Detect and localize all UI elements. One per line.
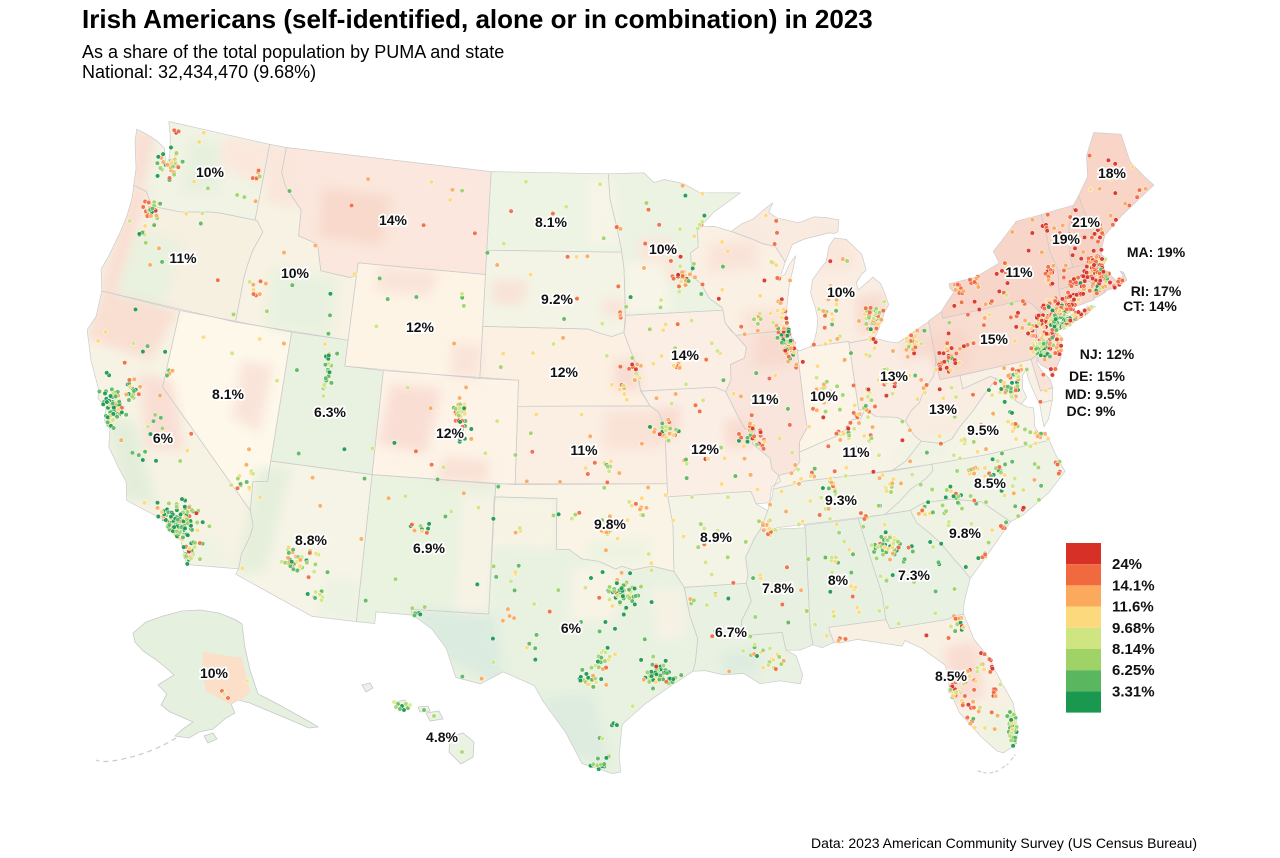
svg-text:12%: 12% [406, 319, 435, 335]
svg-text:4.8%: 4.8% [426, 729, 458, 745]
svg-text:11%: 11% [570, 442, 598, 458]
svg-text:MA: 19%: MA: 19% [1127, 244, 1186, 260]
svg-text:6.25%: 6.25% [1112, 662, 1155, 679]
svg-text:13%: 13% [929, 401, 958, 417]
svg-text:11%: 11% [751, 391, 779, 407]
svg-text:14.1%: 14.1% [1112, 577, 1155, 594]
svg-text:6.3%: 6.3% [314, 404, 346, 420]
svg-text:12%: 12% [436, 425, 465, 441]
svg-text:15%: 15% [980, 331, 1009, 347]
svg-text:9.8%: 9.8% [594, 516, 626, 532]
svg-text:10%: 10% [196, 164, 225, 180]
svg-text:Irish Americans (self-identifi: Irish Americans (self-identified, alone … [82, 4, 873, 34]
svg-text:6.7%: 6.7% [715, 624, 747, 640]
svg-text:14%: 14% [671, 347, 700, 363]
svg-text:8.9%: 8.9% [700, 529, 732, 545]
svg-text:10%: 10% [281, 265, 310, 281]
svg-text:10%: 10% [200, 665, 229, 681]
svg-text:12%: 12% [691, 441, 720, 457]
svg-text:11%: 11% [1005, 264, 1033, 280]
svg-text:DC: 9%: DC: 9% [1066, 403, 1116, 419]
svg-text:7.3%: 7.3% [898, 567, 930, 583]
svg-text:8.1%: 8.1% [535, 214, 567, 230]
svg-text:8.5%: 8.5% [974, 475, 1006, 491]
svg-text:8.5%: 8.5% [935, 668, 967, 684]
svg-text:13%: 13% [880, 368, 909, 384]
svg-text:11.6%: 11.6% [1112, 599, 1154, 616]
svg-text:21%: 21% [1072, 214, 1101, 230]
svg-text:10%: 10% [810, 388, 839, 404]
svg-text:6.9%: 6.9% [413, 540, 445, 556]
svg-text:8%: 8% [828, 572, 849, 588]
svg-text:9.68%: 9.68% [1112, 620, 1155, 637]
svg-text:19%: 19% [1052, 231, 1081, 247]
svg-text:CT: 14%: CT: 14% [1123, 298, 1177, 314]
svg-text:12%: 12% [550, 364, 579, 380]
svg-text:MD: 9.5%: MD: 9.5% [1065, 386, 1128, 402]
svg-text:NJ: 12%: NJ: 12% [1080, 346, 1135, 362]
svg-text:9.8%: 9.8% [949, 525, 981, 541]
svg-text:3.31%: 3.31% [1112, 683, 1155, 700]
svg-text:9.5%: 9.5% [967, 422, 999, 438]
svg-text:7.8%: 7.8% [762, 580, 794, 596]
svg-text:14%: 14% [379, 212, 408, 228]
svg-text:24%: 24% [1112, 556, 1142, 573]
svg-text:6%: 6% [561, 620, 582, 636]
svg-text:8.14%: 8.14% [1112, 641, 1155, 658]
svg-text:10%: 10% [649, 241, 678, 257]
svg-text:DE: 15%: DE: 15% [1069, 368, 1126, 384]
svg-text:6%: 6% [153, 430, 174, 446]
svg-text:As a share of the total popula: As a share of the total population by PU… [82, 42, 504, 62]
svg-text:18%: 18% [1098, 165, 1127, 181]
svg-text:9.3%: 9.3% [825, 492, 857, 508]
svg-text:National: 32,434,470 (9.68%): National: 32,434,470 (9.68%) [82, 62, 316, 82]
svg-text:10%: 10% [827, 284, 856, 300]
svg-text:RI: 17%: RI: 17% [1131, 283, 1182, 299]
svg-text:9.2%: 9.2% [541, 291, 573, 307]
svg-text:8.8%: 8.8% [295, 532, 327, 548]
svg-text:11%: 11% [842, 444, 870, 460]
svg-text:11%: 11% [169, 250, 197, 266]
svg-text:Data: 2023 American Community: Data: 2023 American Community Survey (US… [811, 835, 1197, 851]
svg-text:8.1%: 8.1% [212, 386, 244, 402]
